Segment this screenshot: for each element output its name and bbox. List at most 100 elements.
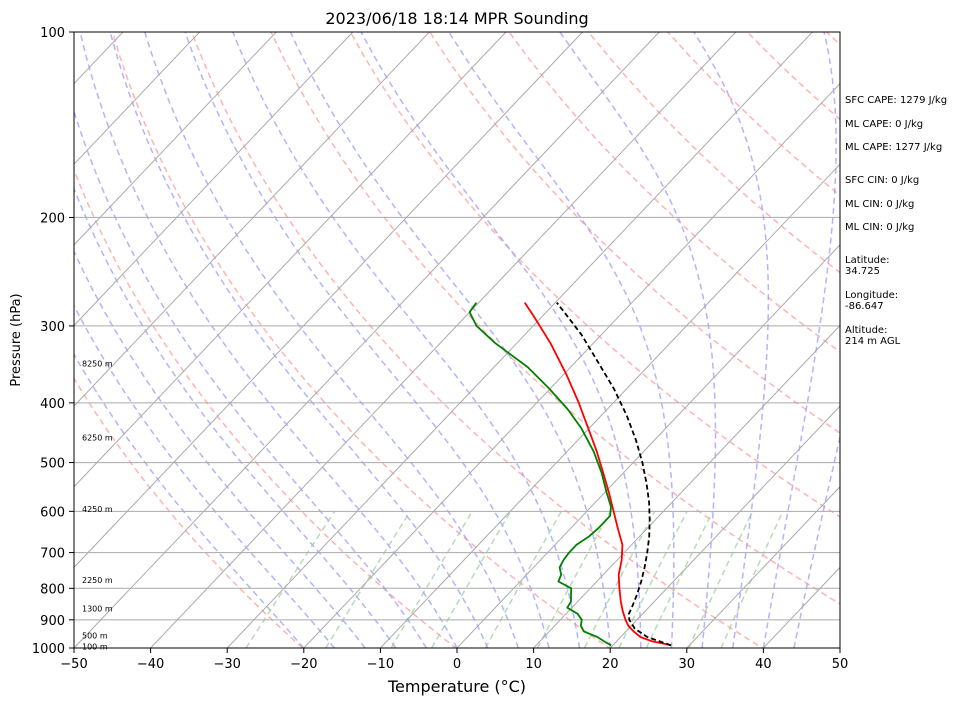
height-label: 4250 m: [82, 505, 113, 514]
ml-cin-text-2: ML CIN: 0 J/kg: [845, 222, 915, 233]
sfc-cin-text: SFC CIN: 0 J/kg: [845, 175, 920, 186]
y-axis-title: Pressure (hPa): [9, 293, 24, 386]
y-tick-label: 500: [40, 457, 65, 472]
background-lines: [74, 32, 840, 648]
mixing-ratio-line: [484, 510, 562, 648]
moist-adiabat-line: [184, 32, 550, 648]
height-label: 100 m: [82, 643, 108, 652]
dry-adiabat-line: [74, 377, 304, 648]
isotherm-line: [532, 324, 840, 648]
y-tick-label: 700: [40, 547, 65, 562]
x-axis-title: Temperature (°C): [387, 677, 526, 696]
moist-adiabat-line: [74, 186, 397, 648]
chart-title: 2023/06/18 18:14 MPR Sounding: [325, 9, 588, 28]
height-labels: 8250 m 6250 m 4250 m 2250 m 1300 m 500 m 100 m: [82, 359, 113, 651]
dry-adiabat-line: [508, 32, 840, 353]
y-tick-label: 900: [40, 614, 65, 629]
series-line-0: [523, 302, 672, 647]
x-tick-label: 30: [679, 657, 696, 672]
isotherm-line: [149, 32, 737, 648]
isotherm-line: [226, 32, 813, 648]
y-tick-label: 200: [40, 211, 65, 226]
height-label: 6250 m: [82, 433, 113, 442]
series-layer: [468, 302, 672, 647]
moist-adiabat-line: [109, 32, 489, 648]
moist-adiabat-line: [559, 32, 717, 648]
x-tick-label: 10: [525, 657, 542, 672]
isotherm-line: [74, 32, 660, 648]
grid-lines: [74, 32, 840, 648]
y-tick-label: 100: [40, 26, 65, 41]
latitude-label: Latitude:: [845, 255, 890, 266]
sfc-cape-text: SFC CAPE: 1279 J/kg: [845, 95, 948, 106]
mixing-ratio-line: [431, 510, 512, 648]
y-tick-label: 800: [40, 582, 65, 597]
moist-adiabat-line: [74, 109, 428, 648]
latitude-value: 34.725: [845, 266, 880, 277]
isotherm-line: [74, 32, 277, 246]
longitude-value: -86.647: [845, 301, 884, 312]
x-tick-label: 50: [832, 657, 849, 672]
moist-adiabat-line: [360, 32, 642, 648]
isotherm-line: [74, 32, 583, 569]
x-tick-label: −50: [60, 657, 87, 672]
height-label: 500 m: [82, 632, 108, 641]
x-axis-ticks: −50 −40 −30 −20 −10 0 10 20 30 40 50: [60, 648, 848, 672]
moist-adiabat-line: [448, 32, 675, 648]
x-tick-label: 20: [602, 657, 619, 672]
moist-adiabat-line: [74, 352, 305, 648]
altitude-value: 214 m AGL: [845, 336, 901, 347]
height-label: 8250 m: [82, 359, 113, 368]
height-label: 1300 m: [82, 604, 113, 613]
dry-adiabat-line: [429, 32, 840, 434]
x-tick-label: −10: [367, 657, 394, 672]
height-label: 2250 m: [82, 576, 113, 585]
isotherm-line: [74, 32, 354, 327]
x-tick-label: 40: [755, 657, 772, 672]
y-tick-label: 300: [40, 320, 65, 335]
x-tick-label: −20: [290, 657, 317, 672]
moist-adiabat-line: [793, 434, 840, 648]
dry-adiabat-line: [270, 32, 840, 605]
ml-cape-text: ML CAPE: 0 J/kg: [845, 119, 924, 130]
y-tick-label: 600: [40, 505, 65, 520]
moist-adiabat-line: [144, 32, 520, 648]
dry-adiabat-line: [74, 168, 458, 648]
isotherm-line: [379, 163, 840, 648]
series-line-2: [556, 302, 672, 647]
dry-adiabat-line: [349, 32, 840, 518]
mixing-ratio-line: [390, 510, 473, 648]
longitude-label: Longitude:: [845, 290, 899, 301]
ml-cape-text-2: ML CAPE: 1277 J/kg: [845, 142, 943, 153]
isotherm-line: [74, 32, 200, 165]
dry-adiabat-line: [191, 32, 764, 648]
isotherm-line: [74, 32, 430, 407]
mixing-ratio-line: [583, 510, 656, 648]
moist-adiabat-line: [74, 249, 366, 648]
isotherm-line: [686, 486, 840, 648]
moist-adiabat-line: [762, 32, 837, 648]
isotherm-line: [74, 32, 507, 488]
x-tick-label: −40: [137, 657, 164, 672]
mixing-ratio-line: [536, 510, 612, 648]
isotherm-line: [609, 405, 840, 648]
mixing-ratio-line: [245, 510, 336, 648]
y-tick-label: 400: [40, 397, 65, 412]
moist-adiabat-line: [74, 304, 335, 648]
mixing-ratio-line: [645, 510, 714, 648]
moist-adiabat-line: [232, 32, 581, 648]
x-tick-label: −30: [213, 657, 240, 672]
isotherm-line: [303, 82, 840, 648]
y-axis-ticks: 100 200 300 400 500 600 700 800 900 1000: [32, 26, 74, 657]
series-line-1: [468, 302, 612, 647]
dry-adiabat-line: [111, 32, 611, 648]
y-tick-label: 1000: [32, 642, 65, 657]
moist-adiabat-line: [693, 32, 770, 648]
moist-adiabat-line: [289, 32, 611, 648]
stats-panel: SFC CAPE: 1279 J/kg ML CAPE: 0 J/kg ML C…: [845, 0, 968, 705]
altitude-label: Altitude:: [845, 325, 888, 336]
ml-cin-text: ML CIN: 0 J/kg: [845, 199, 915, 210]
isotherm-line: [456, 244, 840, 648]
x-tick-label: 0: [453, 657, 461, 672]
